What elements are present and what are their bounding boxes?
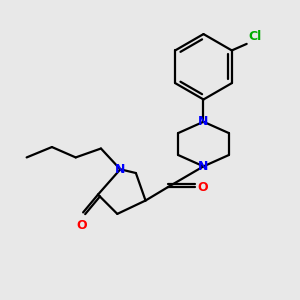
Text: N: N [198,160,209,173]
Text: Cl: Cl [248,30,261,43]
Text: N: N [115,163,125,176]
Text: N: N [198,115,209,128]
Text: O: O [198,181,208,194]
Text: O: O [76,219,87,232]
